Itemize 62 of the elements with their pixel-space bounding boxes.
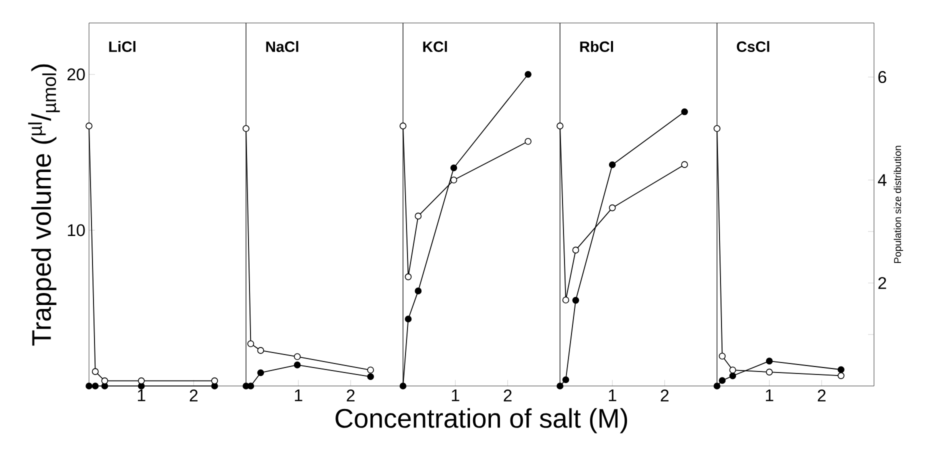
point — [414, 288, 422, 294]
point — [729, 372, 736, 380]
point — [681, 108, 688, 116]
point — [608, 204, 616, 212]
point — [400, 382, 406, 390]
point — [257, 369, 264, 376]
x-tick-label: 1 — [294, 390, 302, 402]
y2-tick-label: 6 — [878, 71, 886, 84]
x-tick-label: 1 — [138, 390, 146, 402]
x-tick-label: 2 — [660, 390, 669, 402]
point — [247, 382, 254, 390]
point — [400, 122, 406, 130]
text: CsCl — [736, 41, 770, 52]
point — [681, 161, 688, 168]
point — [404, 316, 412, 322]
point — [718, 352, 726, 360]
point — [450, 164, 458, 172]
point — [608, 161, 616, 168]
point — [714, 125, 720, 132]
point — [729, 366, 736, 374]
point — [572, 296, 580, 304]
point — [556, 122, 564, 130]
point — [572, 246, 580, 254]
y2-tick-label: 4 — [878, 174, 886, 186]
y-axis-title: Trapped volume ($^{µl}$/$_{µmol}$) — [28, 64, 60, 346]
point — [714, 382, 720, 390]
x-tick-label: 1 — [766, 390, 774, 402]
x-axis-title: Concentration of salt (M) — [336, 408, 628, 434]
x-tick-label: 2 — [190, 390, 198, 402]
point — [404, 273, 412, 280]
point — [367, 373, 374, 380]
y2-tick-label: 2 — [878, 277, 886, 289]
y2-axis-title: Population size distribution — [894, 146, 904, 263]
x-tick-label: 2 — [504, 390, 512, 402]
point — [257, 347, 264, 354]
y-tick-label: 20 — [68, 68, 85, 80]
x-tick-label: 1 — [452, 390, 460, 402]
point — [524, 138, 532, 145]
y-tick-label: 10 — [68, 224, 85, 236]
x-tick-label: 1 — [608, 390, 616, 402]
point — [562, 296, 570, 304]
point — [294, 362, 301, 368]
point — [838, 366, 844, 374]
point — [367, 366, 374, 374]
text: LiCl — [109, 41, 136, 52]
point — [524, 71, 532, 78]
x-tick-label: 2 — [346, 390, 355, 402]
point — [450, 176, 458, 184]
point — [294, 353, 301, 360]
text: NaCl — [266, 41, 298, 52]
point — [718, 377, 726, 384]
point — [242, 125, 250, 132]
text: KCl — [423, 41, 447, 52]
point — [766, 368, 773, 376]
text: RbCl — [580, 41, 614, 52]
point — [562, 376, 570, 384]
x-tick-label: 2 — [818, 390, 826, 402]
point — [247, 340, 254, 348]
point — [838, 372, 844, 380]
point — [766, 358, 773, 364]
point — [556, 382, 564, 390]
point — [414, 212, 422, 220]
